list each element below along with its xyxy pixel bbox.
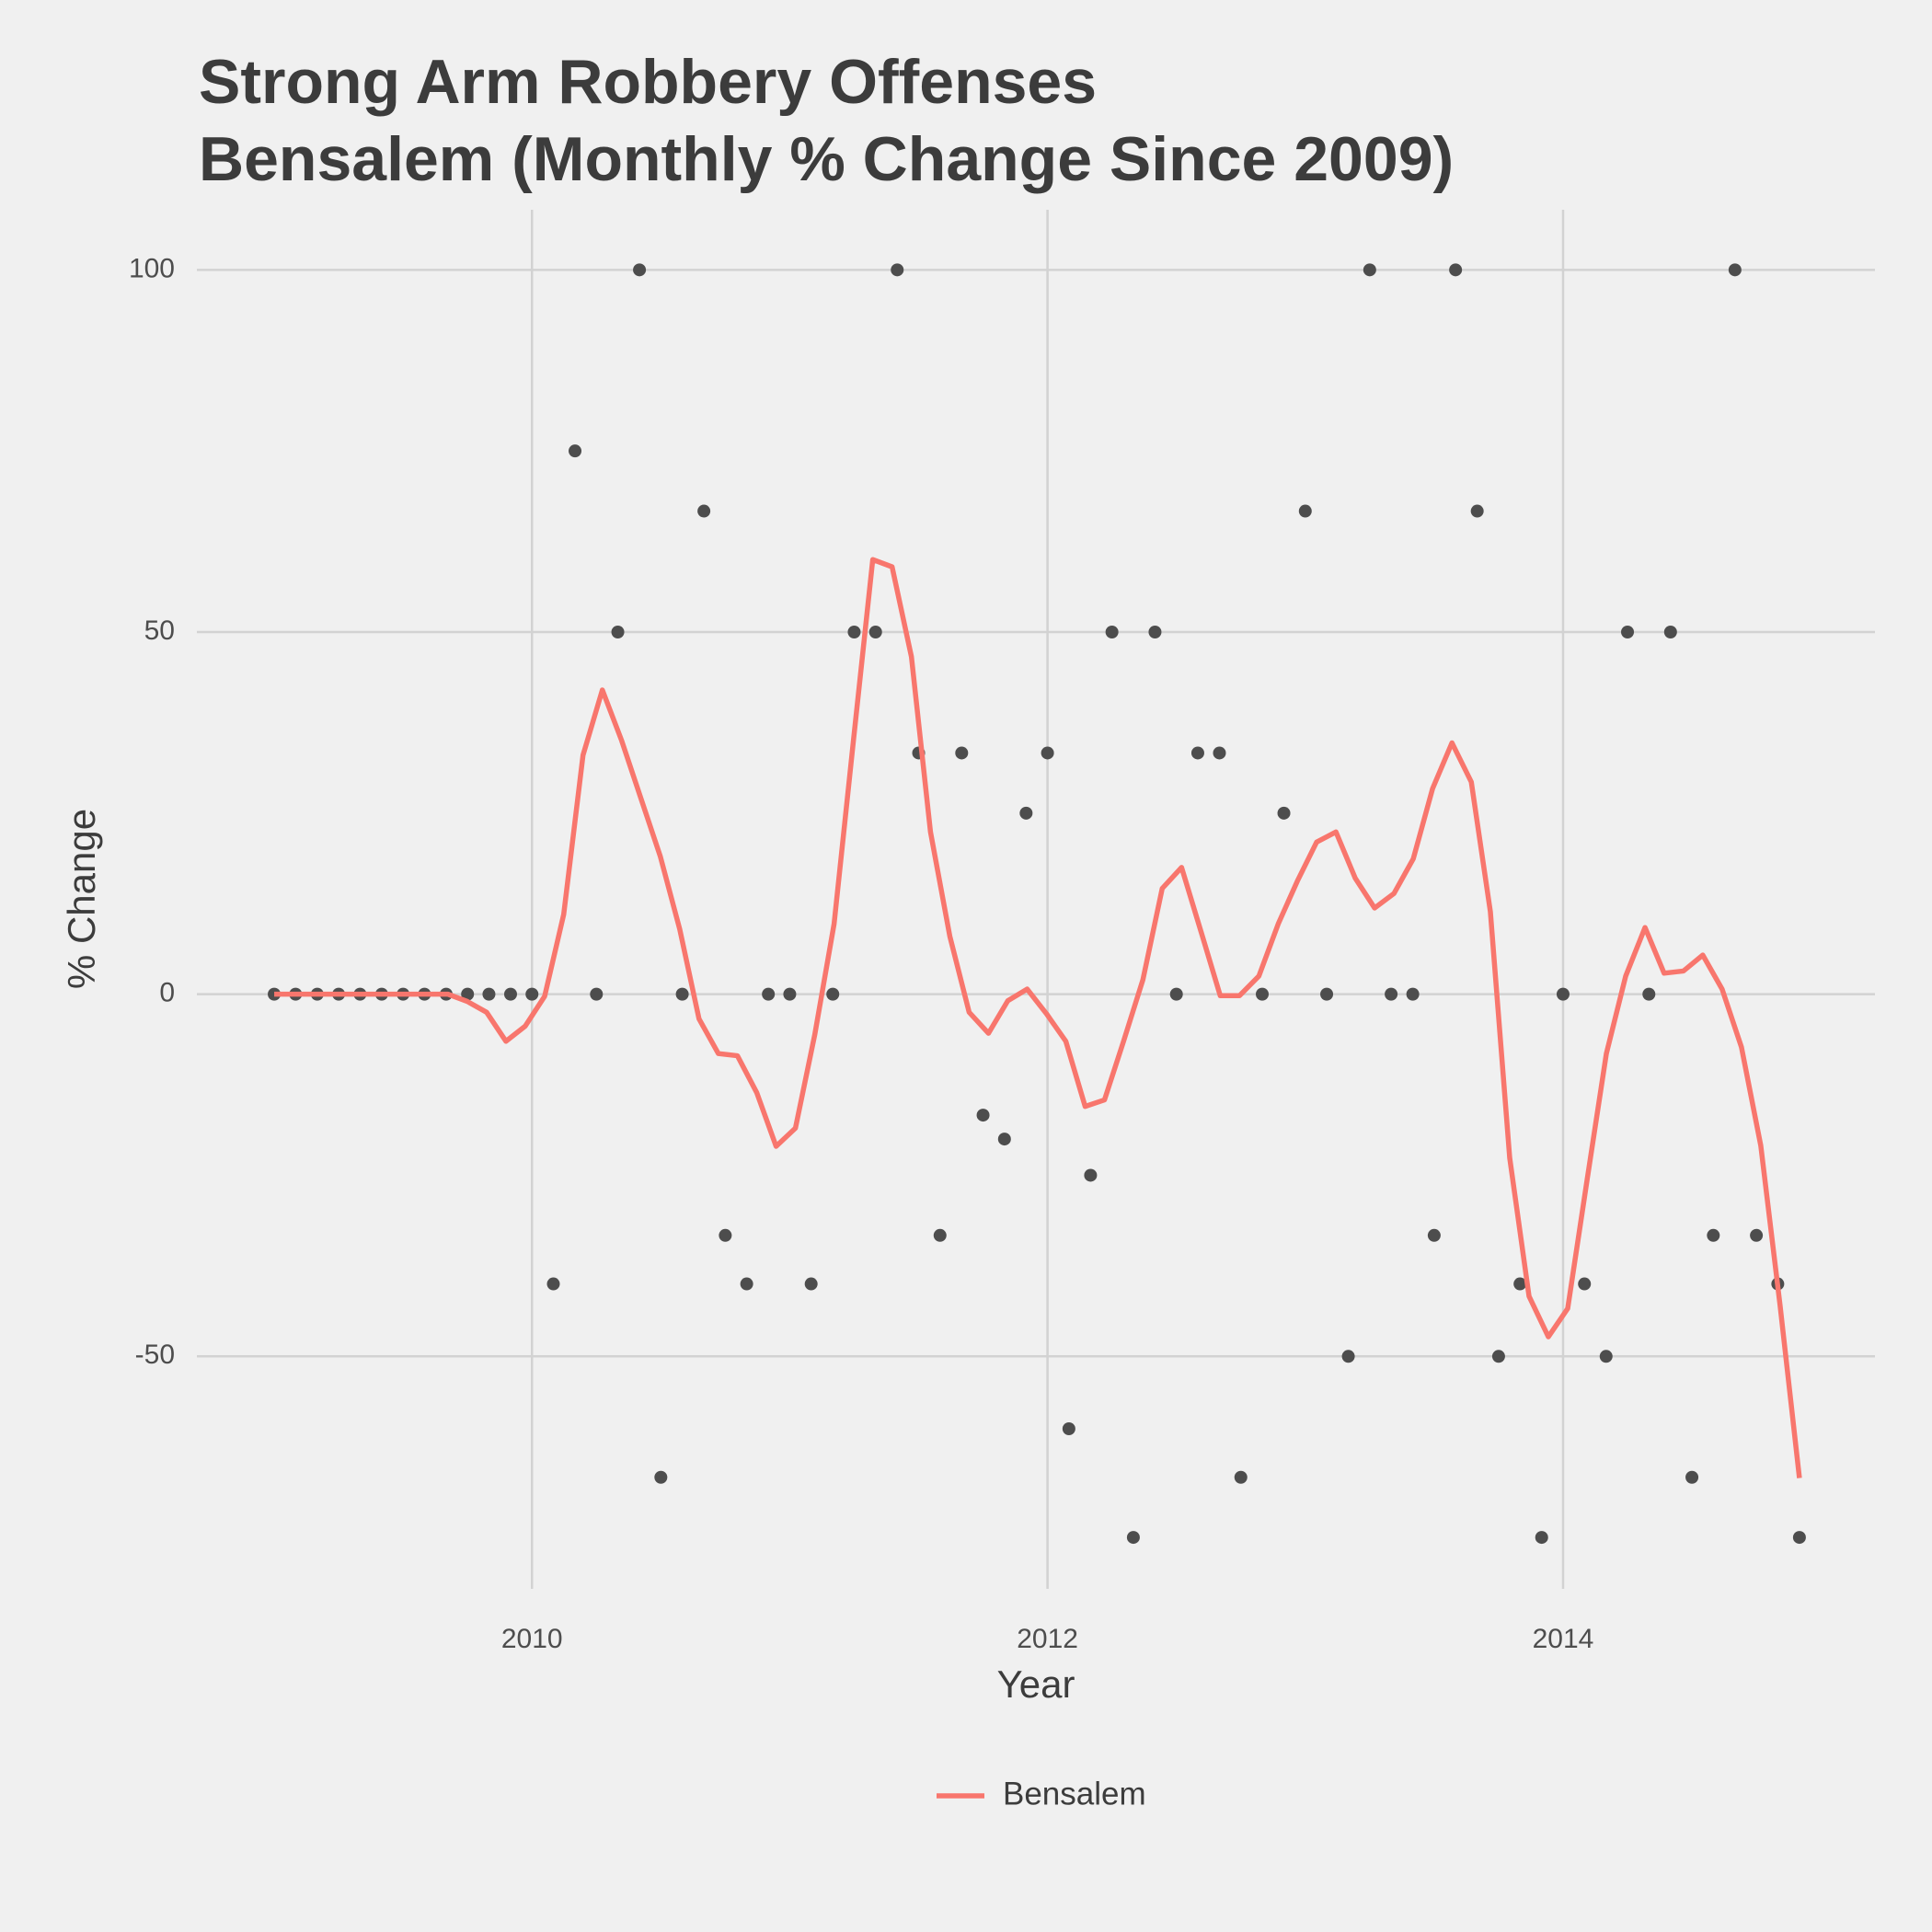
data-point [1707,1228,1720,1242]
y-tick-label: 100 [129,253,175,283]
data-point [525,987,539,1001]
x-axis-title: Year [997,1662,1075,1706]
data-point [1427,1228,1441,1242]
data-point [1019,806,1033,820]
data-point [868,625,882,638]
x-tick-label: 2012 [1017,1624,1078,1654]
data-point [1084,1168,1098,1182]
data-point [1728,263,1742,277]
grid: -50 0 50 100 2010 2012 2014 [129,210,1875,1654]
data-point [1470,504,1484,518]
x-tick-label: 2014 [1533,1624,1594,1654]
data-point [891,263,904,277]
plot-area [268,263,1806,1545]
y-tick-label: 0 [159,978,175,1008]
data-point [740,1277,753,1291]
data-point [997,1133,1011,1146]
data-point [1556,987,1570,1001]
data-point [1599,1350,1613,1363]
data-point [268,987,282,1001]
y-axis-title: % Change [60,809,103,989]
data-point [1126,1531,1140,1545]
data-point [1341,1350,1355,1363]
data-point [1298,504,1312,518]
data-point [461,987,475,1001]
data-point [1578,1277,1592,1291]
x-tick-label: 2010 [501,1624,563,1654]
data-point [762,987,776,1001]
data-point [590,987,604,1001]
data-point [1320,987,1334,1001]
data-point [1062,1422,1075,1436]
data-point [1621,625,1635,638]
data-point [1148,625,1162,638]
data-point [633,263,647,277]
data-point [611,625,625,638]
data-point [569,444,582,458]
data-point [719,1228,732,1242]
data-point [976,1109,990,1122]
data-point [503,987,517,1001]
data-point [933,1228,947,1242]
legend: Bensalem [937,1776,1146,1811]
data-point [1169,987,1183,1001]
data-point [1535,1531,1548,1545]
data-point [1449,263,1463,277]
y-tick-label: -50 [135,1340,175,1370]
data-point [482,987,496,1001]
data-point [654,1470,668,1484]
data-point [1642,987,1656,1001]
data-point [804,1277,818,1291]
data-point [1750,1228,1764,1242]
data-point [826,987,840,1001]
data-point [1385,987,1398,1001]
data-point [1041,746,1054,760]
data-point [1190,746,1204,760]
data-point [1663,625,1677,638]
data-point [783,987,797,1001]
chart-subtitle: Bensalem (Monthly % Change Since 2009) [199,124,1454,194]
data-point [1491,1350,1505,1363]
chart-title: Strong Arm Robbery Offenses [199,47,1097,117]
data-point [546,1277,560,1291]
data-point [675,987,689,1001]
data-point [1234,1470,1248,1484]
legend-label: Bensalem [1003,1776,1146,1811]
data-point [697,504,711,518]
data-point [1105,625,1119,638]
series-line [274,557,1802,1478]
data-point [1406,987,1420,1001]
data-point [955,746,969,760]
data-point [1363,263,1376,277]
data-point [1277,806,1291,820]
data-point [1256,987,1270,1001]
data-point [1792,1531,1806,1545]
y-tick-label: 50 [144,615,175,646]
data-point [1513,1277,1527,1291]
data-point [847,625,861,638]
data-point [1213,746,1226,760]
data-point [1685,1470,1699,1484]
